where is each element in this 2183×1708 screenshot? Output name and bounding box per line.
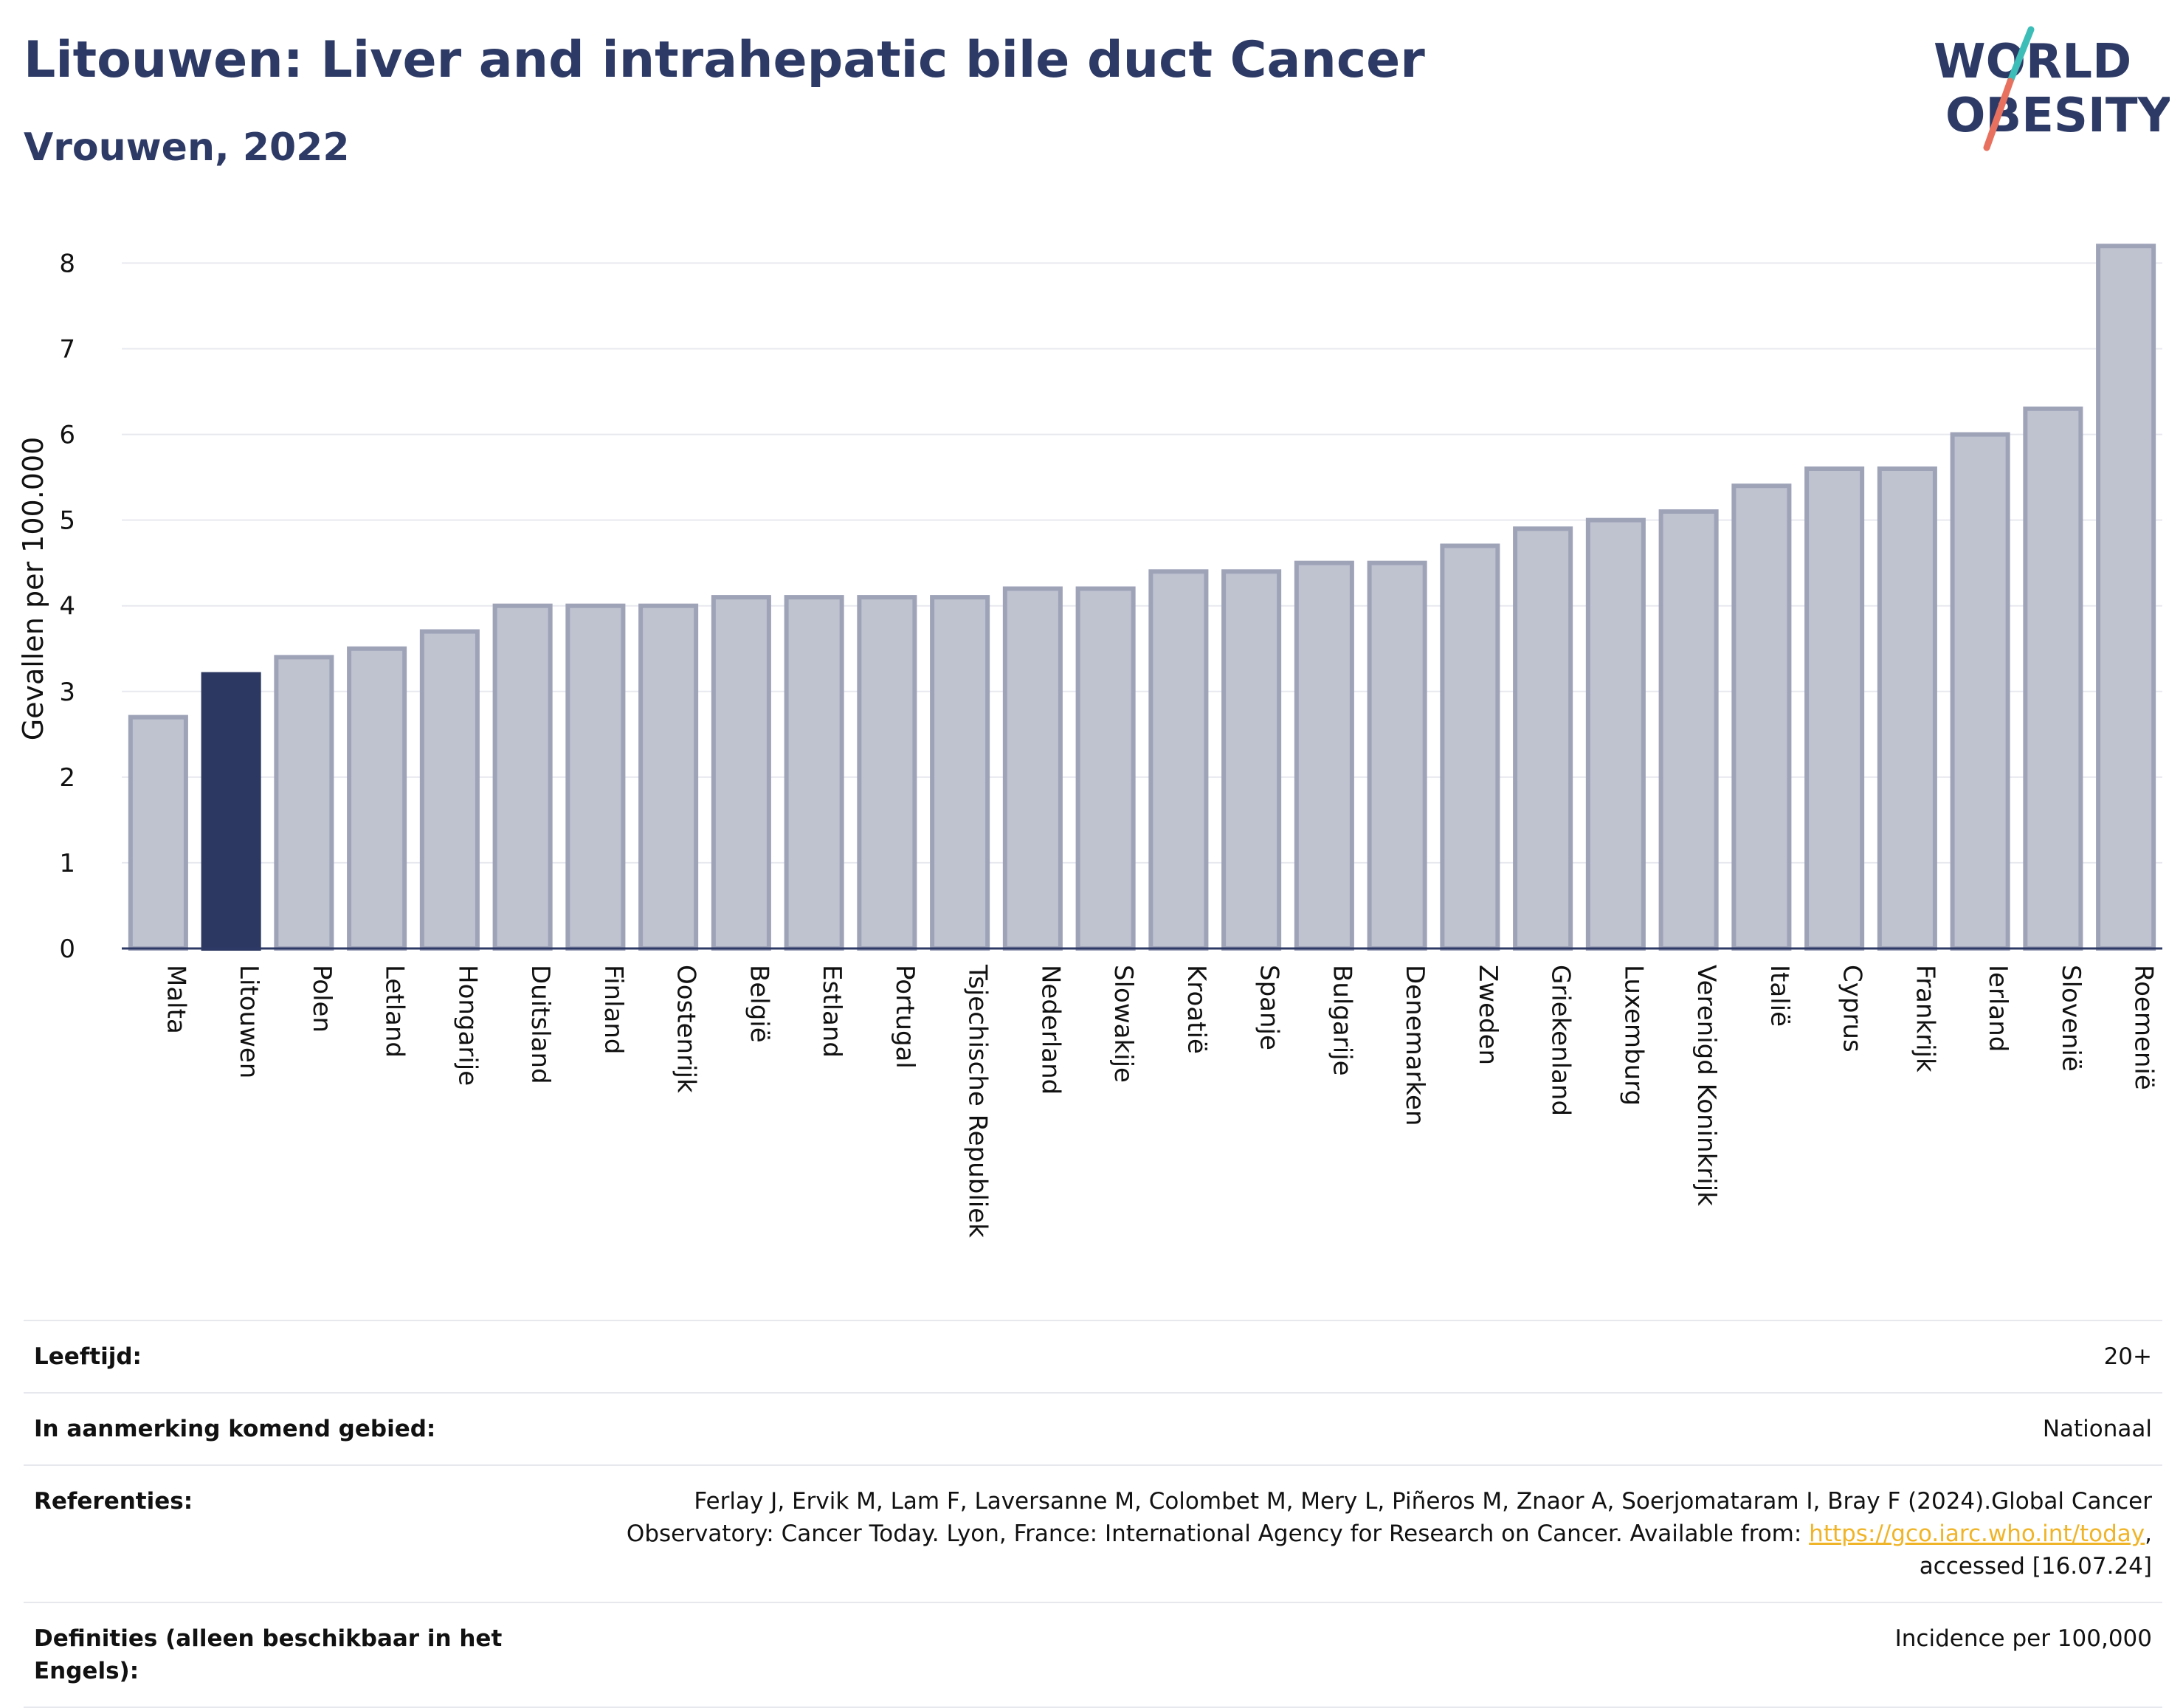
chart-subtitle: Vrouwen, 2022: [24, 125, 350, 170]
x-tick-label: Slovenië: [2056, 965, 2086, 1072]
y-tick-label: 5: [59, 506, 75, 536]
bar: [1075, 586, 1136, 951]
x-tick-label: Malta: [161, 965, 190, 1034]
y-tick-label: 4: [59, 592, 75, 621]
bar: [1877, 466, 1937, 951]
info-label-references: Referenties:: [34, 1488, 193, 1515]
bar: [1002, 586, 1063, 951]
bar: [2023, 406, 2083, 951]
bar: [784, 595, 844, 951]
y-tick-label: 8: [59, 249, 75, 278]
info-label-area: In aanmerking komend gebied:: [34, 1416, 436, 1442]
y-tick-label: 3: [59, 678, 75, 707]
x-tick-label: Cyprus: [1838, 965, 1867, 1053]
reference-accessed: , accessed [16.07.24]: [1919, 1521, 2152, 1580]
x-tick-label: Portugal: [890, 965, 920, 1069]
bar: [857, 595, 917, 951]
x-tick-label: Luxemburg: [1618, 965, 1648, 1106]
reference-link[interactable]: https://gco.iarc.who.int/today: [1809, 1521, 2145, 1547]
x-tick-label: Duitsland: [525, 965, 555, 1084]
info-value-definitions: Incidence per 100,000: [1894, 1625, 2152, 1652]
x-tick-label: Letland: [380, 965, 410, 1058]
info-label-age: Leeftijd:: [34, 1343, 142, 1370]
info-table: Leeftijd: 20+ In aanmerking komend gebie…: [24, 1320, 2162, 1708]
bar: [274, 655, 334, 951]
x-tick-label: Oostenrijk: [672, 965, 701, 1093]
bar: [1148, 569, 1209, 951]
bar: [638, 603, 699, 951]
logo-slash-teal: [2007, 26, 2035, 85]
bar: [1513, 526, 1573, 951]
y-tick-label: 0: [59, 934, 75, 964]
x-tick-label: Finland: [599, 965, 628, 1055]
bar: [565, 603, 626, 951]
x-tick-label: Tsjechische Republiek: [963, 964, 993, 1238]
reference-text: Ferlay J, Ervik M, Lam F, Laversanne M, …: [626, 1488, 2152, 1547]
bar: [1440, 543, 1500, 951]
bar: [1221, 569, 1282, 951]
y-tick-label: 2: [59, 763, 75, 793]
bar: [492, 603, 553, 951]
x-tick-label: Ierland: [1983, 965, 2013, 1052]
info-row-definitions: Definities (alleen beschikbaar in het En…: [24, 1602, 2162, 1708]
info-row-area: In aanmerking komend gebied: Nationaal: [24, 1392, 2162, 1464]
x-tick-label: Frankrijk: [1910, 965, 1939, 1072]
x-tick-label: Slowakije: [1108, 965, 1138, 1083]
y-tick-label: 1: [59, 849, 75, 878]
y-tick-label: 6: [59, 421, 75, 450]
logo-line1: WORLD: [1934, 35, 2131, 89]
logo-line2: OBESITY: [1945, 89, 2170, 143]
x-tick-label: Polen: [307, 965, 337, 1033]
bar: [419, 629, 480, 951]
bar: [2096, 244, 2156, 951]
x-tick-label: Griekenland: [1546, 965, 1576, 1116]
chart-title: Litouwen: Liver and intrahepatic bile du…: [24, 31, 1425, 89]
bar: [711, 595, 771, 951]
x-tick-label: Verenigd Koninkrijk: [1691, 965, 1721, 1206]
logo-slash-coral: [1983, 78, 2014, 151]
bar: [1804, 466, 1865, 951]
x-tick-label: Denemarken: [1400, 965, 1430, 1126]
info-value-area: Nationaal: [2042, 1416, 2152, 1442]
info-value-references: Ferlay J, Ervik M, Lam F, Laversanne M, …: [565, 1485, 2152, 1583]
bar: [1585, 517, 1646, 951]
x-tick-label: Zweden: [1473, 965, 1503, 1065]
info-value-age: 20+: [2103, 1343, 2152, 1370]
bar: [1658, 509, 1719, 951]
x-tick-label: Bulgarije: [1327, 965, 1356, 1076]
bar-highlight: [201, 672, 261, 951]
world-obesity-logo: WORLD OBESITY: [1934, 26, 2170, 151]
bar: [930, 595, 990, 951]
x-tick-label: Estland: [817, 965, 846, 1058]
bar: [1731, 483, 1792, 951]
x-tick-label: Hongarije: [452, 965, 482, 1086]
x-tick-label: Kroatië: [1182, 965, 1211, 1054]
y-tick-label: 7: [59, 335, 75, 365]
x-tick-label: Spanje: [1255, 965, 1284, 1050]
bar-chart: 0 1 2 3 4 5 6 7 8 Gevallen per 100.000 Malta Litouw…: [17, 244, 2162, 1238]
x-tick-label: Italië: [1765, 965, 1794, 1027]
bar: [1294, 560, 1354, 951]
info-row-references: Referenties: Ferlay J, Ervik M, Lam F, L…: [24, 1464, 2162, 1602]
bar: [1367, 560, 1427, 951]
bar: [1950, 432, 2010, 951]
x-tick-label: Nederland: [1035, 965, 1065, 1095]
bar: [128, 714, 188, 951]
x-tick-label: Roemenië: [2129, 965, 2159, 1090]
bar: [347, 646, 407, 951]
y-axis-label: Gevallen per 100.000: [17, 437, 49, 741]
x-tick-label: België: [744, 965, 773, 1043]
info-label-definitions: Definities (alleen beschikbaar in het En…: [34, 1625, 503, 1684]
info-row-age: Leeftijd: 20+: [24, 1320, 2162, 1392]
x-tick-label: Litouwen: [234, 965, 263, 1078]
